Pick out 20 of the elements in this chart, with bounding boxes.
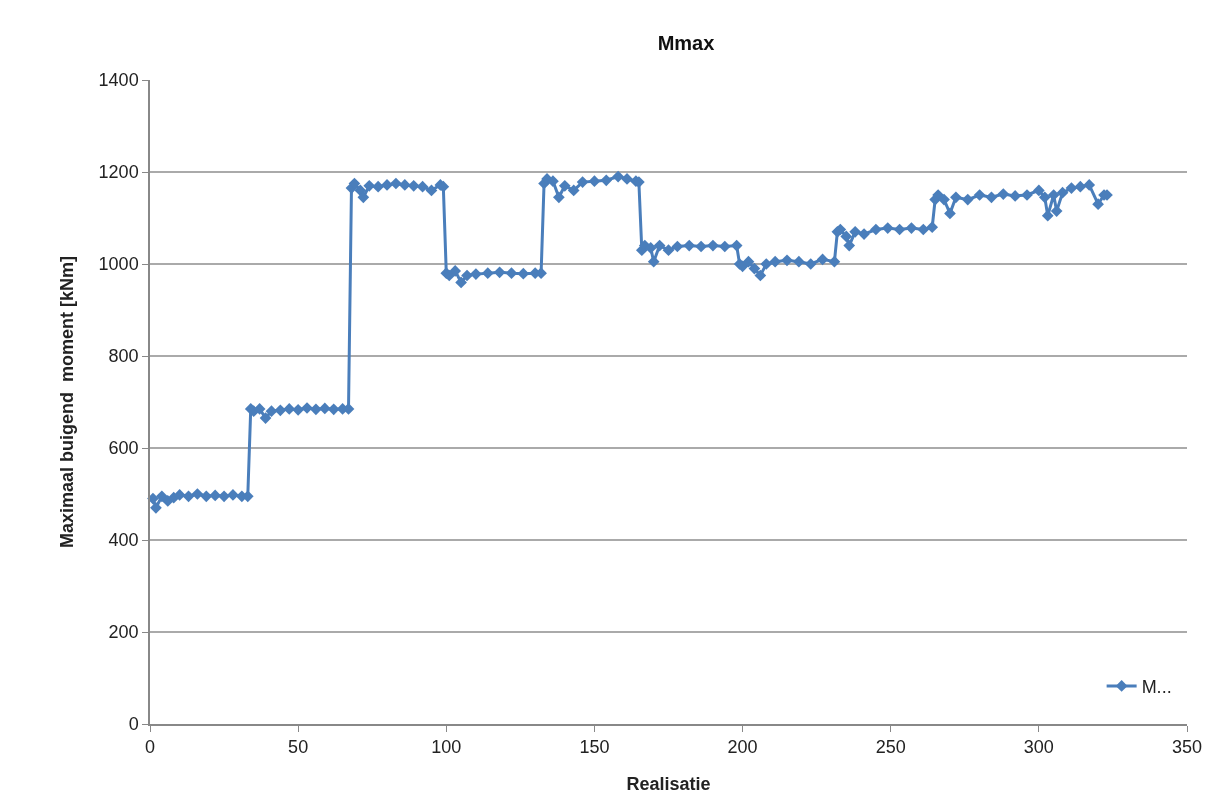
- y-tick-label: 800: [108, 346, 139, 367]
- x-tick-label: 0: [144, 737, 156, 758]
- y-tick-label: 1200: [98, 162, 139, 183]
- x-tick-label: 100: [431, 737, 462, 758]
- chart-title: Mmax: [657, 31, 715, 54]
- x-tick-label: 50: [288, 737, 309, 758]
- x-tick-label: 200: [727, 737, 758, 758]
- y-tick-label: 400: [108, 530, 139, 551]
- x-tick-label: 250: [875, 737, 906, 758]
- y-tick-label: 1400: [98, 70, 139, 91]
- y-tick-label: 1000: [98, 254, 139, 275]
- y-tick-label: 600: [108, 438, 139, 459]
- x-tick-label: 150: [579, 737, 610, 758]
- legend-label: M...: [1141, 676, 1172, 697]
- x-tick-label: 350: [1171, 737, 1203, 758]
- y-axis-title: Maximaal buigend moment [kNm]: [57, 255, 78, 549]
- x-tick-label: 300: [1023, 737, 1054, 758]
- y-tick-label: 200: [108, 622, 139, 643]
- x-axis-title: Realisatie: [626, 774, 711, 794]
- y-tick-label: 0: [128, 714, 139, 735]
